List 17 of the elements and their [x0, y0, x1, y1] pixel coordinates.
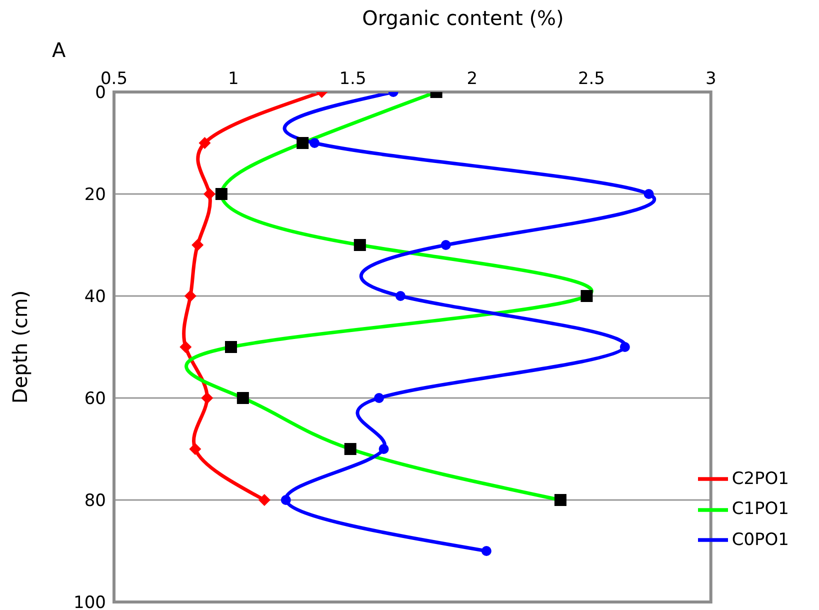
y-tick-label: 20	[84, 185, 106, 206]
x-tick-label: 3	[705, 69, 716, 89]
text: A	[52, 38, 66, 62]
x-axis-title: Organic content (%)	[361, 6, 565, 30]
legend-label: C0PO1	[732, 530, 789, 550]
y-tick-label: 40	[84, 287, 106, 308]
y-tick-label: 0	[95, 83, 106, 104]
x-tick-label: 2.5	[578, 69, 606, 89]
x-tick-label: 1	[228, 69, 239, 89]
y-tick-label: 80	[84, 491, 106, 512]
legend-label: C1PO1	[732, 499, 789, 520]
y-tick-label: 60	[84, 389, 106, 410]
legend-label: C2PO1	[732, 468, 789, 489]
y-axis-title: Depth (cm)	[8, 290, 32, 404]
x-tick-label: 2	[466, 69, 478, 89]
x-tick-label: 1.5	[339, 69, 366, 89]
y-tick-label: 100	[74, 593, 106, 610]
